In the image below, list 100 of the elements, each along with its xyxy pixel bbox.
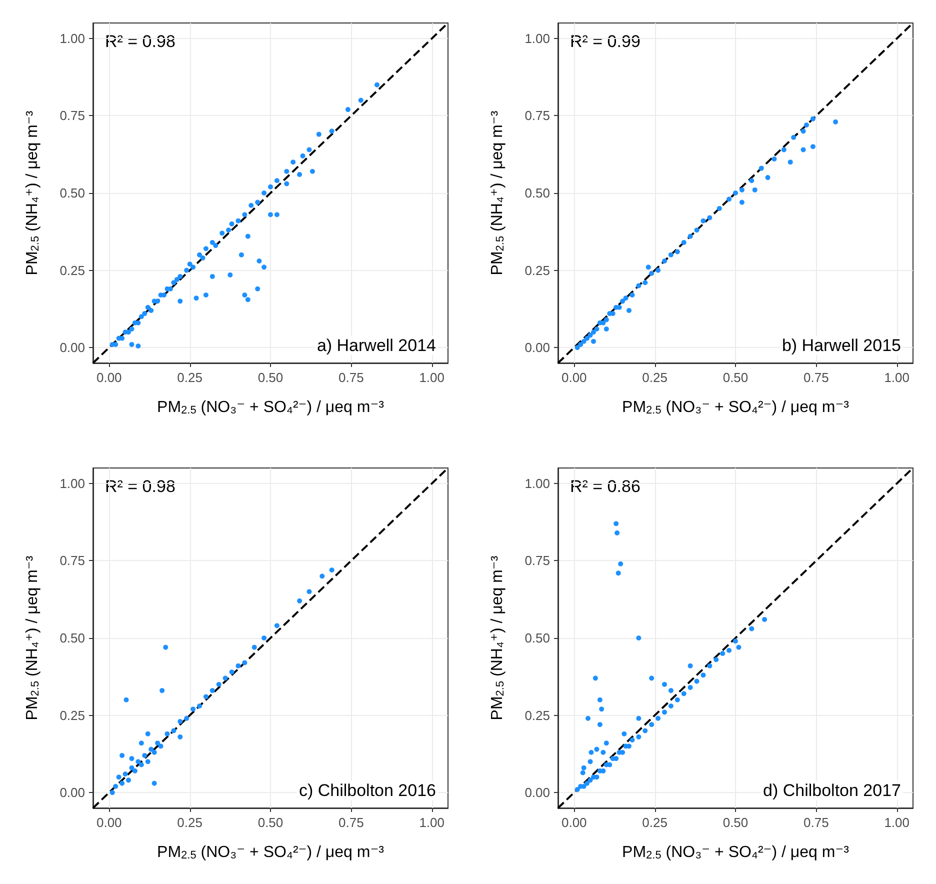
y-tick-label: 0.50 [524,630,550,646]
point [765,175,770,180]
point [688,684,693,690]
y-tick-label: 0.75 [524,553,550,568]
x-tick-label: 0.25 [642,815,668,830]
point [649,270,654,276]
point [662,682,667,687]
point [222,676,228,681]
x-tick-label: 1.00 [884,815,910,830]
point [124,697,129,702]
point [833,119,838,124]
point [674,697,680,702]
point [597,722,602,728]
point [158,744,164,749]
point [184,716,190,721]
point [636,636,642,640]
point [152,780,157,786]
point [120,780,125,786]
y-tick-label: 0.50 [524,186,550,200]
point [190,706,196,712]
y-tick-label: 0.00 [60,340,85,356]
point [726,648,732,653]
point [630,292,635,298]
point [132,768,138,774]
point [581,765,586,770]
point [129,756,134,762]
point [656,268,661,273]
point [229,670,234,674]
y-tick-label: 0.75 [60,108,85,124]
point [749,626,754,632]
point [614,530,620,536]
point [668,688,674,694]
point [262,636,267,640]
point [688,663,693,668]
point [810,116,816,122]
point [739,200,744,205]
point [626,308,632,313]
point [584,336,590,341]
x-tick-label: 0.75 [804,370,829,385]
point [574,345,580,350]
x-axis-title: PM2.5 (NO₃⁻ + SO₄²⁻) / μeq m⁻³ [622,844,850,862]
point [810,144,816,150]
point [714,657,719,662]
point [591,330,596,335]
point [762,616,768,622]
point [591,338,596,344]
x-tick-label: 1.00 [419,370,445,385]
annotation: c) Chilbolton 2016 [298,781,436,800]
point [120,752,125,758]
point [586,716,591,721]
point [694,678,700,684]
point [148,746,154,752]
point [772,156,777,162]
point [578,342,584,347]
y-tick-label: 0.00 [60,785,85,800]
point [600,750,606,755]
y-tick-label: 0.25 [60,708,85,723]
point [681,240,686,245]
point [574,786,580,792]
y-tick-label: 1.00 [60,30,85,46]
point [597,697,602,702]
y-axis-title: PM2.5 (NH₄⁺) / μeq m⁻³ [489,110,506,276]
point [668,704,674,708]
x-tick-label: 0.75 [804,815,829,830]
point [733,190,738,196]
x-axis-title: PM2.5 (NO₃⁻ + SO₄²⁻) / μeq m⁻³ [622,399,850,416]
x-tick-label: 0.50 [258,815,284,830]
point [136,759,141,764]
point [700,218,706,224]
point [716,206,722,211]
point [674,249,680,254]
point [116,774,122,780]
point [649,676,654,681]
point [620,298,626,304]
point [122,772,128,776]
point [142,752,148,758]
point [110,790,115,796]
y-tick-label: 0.25 [524,708,550,723]
y-tick-label: 1.00 [60,476,85,491]
point [126,778,131,783]
x-tick-label: 0.50 [722,370,748,385]
point [642,280,648,286]
point [178,734,183,740]
point [700,672,706,678]
point [630,738,635,742]
y-tick-label: 0.00 [524,785,550,800]
point [739,187,744,192]
annotation: a) Harwell 2014 [316,336,436,355]
point [252,644,257,650]
y-tick-label: 0.25 [524,262,550,278]
point [594,326,600,332]
point [138,762,144,768]
point [160,688,165,694]
x-tick-label: 0.25 [642,370,668,385]
x-tick-label: 0.75 [338,370,364,385]
y-tick-label: 0.00 [524,340,550,356]
point [662,710,667,715]
annotation: b) Harwell 2015 [782,336,902,355]
point [197,704,202,708]
y-tick-label: 0.50 [60,186,85,200]
